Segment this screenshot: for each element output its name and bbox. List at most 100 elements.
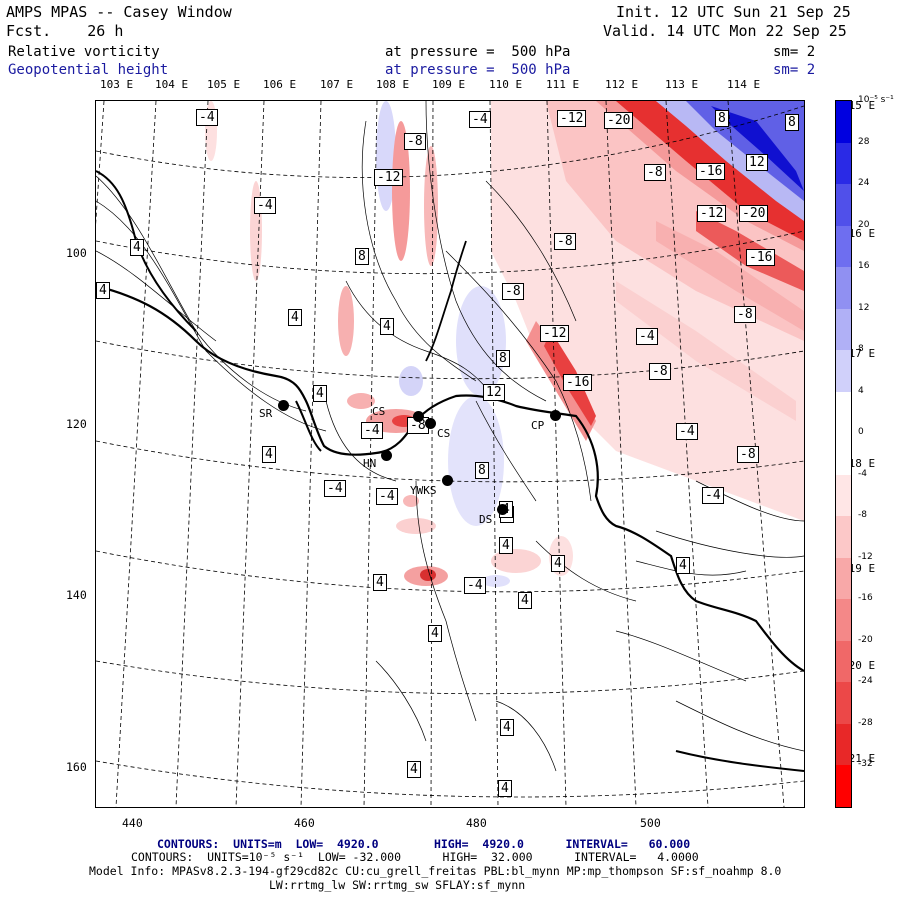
colorbar-segment (836, 391, 851, 434)
colorbar-tick: -32 (858, 759, 873, 770)
contour-label: 8 (475, 462, 489, 479)
colorbar-tick: -28 (858, 717, 873, 728)
contour-label: -8 (404, 133, 426, 150)
colorbar-segment (836, 350, 851, 393)
x-tick: 460 (294, 816, 315, 830)
lon-label: 114 E (727, 78, 761, 91)
pos-vorticity-region (399, 366, 423, 396)
contour-label: -16 (563, 374, 593, 391)
station-label: YWKS (410, 484, 437, 497)
pos-vorticity-region (448, 396, 504, 526)
contour-label: 4 (288, 309, 302, 326)
contour-label: 4 (676, 557, 690, 574)
colorbar-tick: 0 (858, 427, 864, 438)
contour-label: -4 (376, 488, 398, 505)
init-time: Init. 12 UTC Sun 21 Sep 25 (616, 3, 851, 21)
contour-label: -8 (734, 306, 756, 323)
colorbar-tick: -8 (858, 510, 867, 521)
contour-label: 4 (380, 318, 394, 335)
field2-level: at pressure = 500 hPa (385, 62, 571, 78)
contour-label: -4 (254, 197, 276, 214)
colorbar-segment (836, 101, 851, 144)
lon-label: 113 E (665, 78, 699, 91)
colorbar-segment (836, 267, 851, 310)
lon-label: 103 E (100, 78, 134, 91)
contour-label: 4 (262, 446, 276, 463)
field1-name: Relative vorticity (8, 44, 160, 60)
contour-label: 12 (746, 154, 768, 171)
colorbar-segment (836, 142, 851, 185)
contour-label: 4 (373, 574, 387, 591)
lon-label: 112 E (605, 78, 639, 91)
y-tick: 140 (66, 588, 87, 602)
lon-label: 110 E (489, 78, 523, 91)
contour-label: -4 (636, 328, 658, 345)
neg-vorticity-region (526, 321, 596, 441)
colorbar-segment (836, 723, 851, 766)
contour-label: -20 (739, 205, 769, 222)
colorbar-segment (836, 474, 851, 517)
contour-label: 8 (496, 350, 510, 367)
coastline (425, 240, 467, 362)
vorticity-map: -4 -8 -12 -4 -12 -20 -8 -16 12 8 -12 -20… (95, 100, 805, 808)
contour-label: -20 (604, 112, 634, 129)
colorbar-segment (836, 184, 851, 227)
lon-label: 106 E (263, 78, 297, 91)
station-marker (413, 411, 424, 422)
contour-label: 4 (499, 537, 513, 554)
neg-vorticity-region (347, 393, 375, 409)
neg-vorticity-region (396, 518, 436, 534)
field1-smooth: sm= 2 (773, 44, 816, 60)
contour-label: -8 (644, 164, 666, 181)
station-marker (425, 418, 436, 429)
colorbar-tick: 16 (858, 261, 870, 272)
pos-vorticity-region (456, 286, 506, 396)
colorbar-tick: -16 (858, 593, 873, 604)
colorbar-segment (836, 557, 851, 600)
neg-vorticity-region (403, 495, 419, 507)
pos-vorticity-region (482, 575, 510, 587)
contour-label: -12 (697, 205, 727, 222)
contour-label: 8 (785, 114, 799, 131)
footer-model-info-2: LW:rrtmg_lw SW:rrtmg_sw SFLAY:sf_mynn (269, 878, 526, 892)
contour-label: -4 (324, 480, 346, 497)
lon-label: 107 E (320, 78, 354, 91)
colorbar-tick: 28 (858, 136, 870, 147)
x-tick: 480 (466, 816, 487, 830)
field2-name: Geopotential height (8, 62, 169, 78)
contour-label: -4 (361, 422, 383, 439)
contour-label: 4 (407, 761, 421, 778)
contour-label: -16 (746, 249, 776, 266)
lon-label: 111 E (546, 78, 580, 91)
contour-label: -8 (649, 363, 671, 380)
colorbar-segment (836, 599, 851, 642)
contour-label: -8 (554, 233, 576, 250)
contour-label: 4 (498, 780, 512, 797)
colorbar-tick: 8 (858, 344, 864, 355)
colorbar-units: 10⁻⁵ s⁻¹ (858, 95, 894, 105)
neg-vorticity-region (616, 281, 796, 421)
contour-label: -4 (702, 487, 724, 504)
colorbar-tick: 12 (858, 302, 870, 313)
contour-label: 4 (551, 555, 565, 572)
contour-label: 4 (518, 592, 532, 609)
contour-label: -4 (676, 423, 698, 440)
field2-smooth: sm= 2 (773, 62, 816, 78)
x-tick: 500 (640, 816, 661, 830)
coastline (96, 284, 804, 672)
lon-label: 105 E (207, 78, 241, 91)
neg-vorticity-region (338, 286, 354, 356)
contour-label: -4 (469, 111, 491, 128)
station-marker (550, 410, 561, 421)
station-marker (497, 504, 508, 515)
neg-vorticity-region (656, 221, 804, 331)
forecast-hour: Fcst. 26 h (6, 22, 124, 40)
neg-vorticity-region (491, 549, 541, 573)
x-tick: 440 (122, 816, 143, 830)
contour-label: 12 (483, 384, 505, 401)
footer-contours-vorticity: CONTOURS: UNITS=10⁻⁵ s⁻¹ LOW= -32.000 HI… (131, 850, 699, 864)
contour-label: -12 (557, 110, 587, 127)
pos-vorticity-region (711, 106, 804, 191)
colorbar-tick: 24 (858, 178, 870, 189)
station-label: CS (437, 427, 451, 440)
